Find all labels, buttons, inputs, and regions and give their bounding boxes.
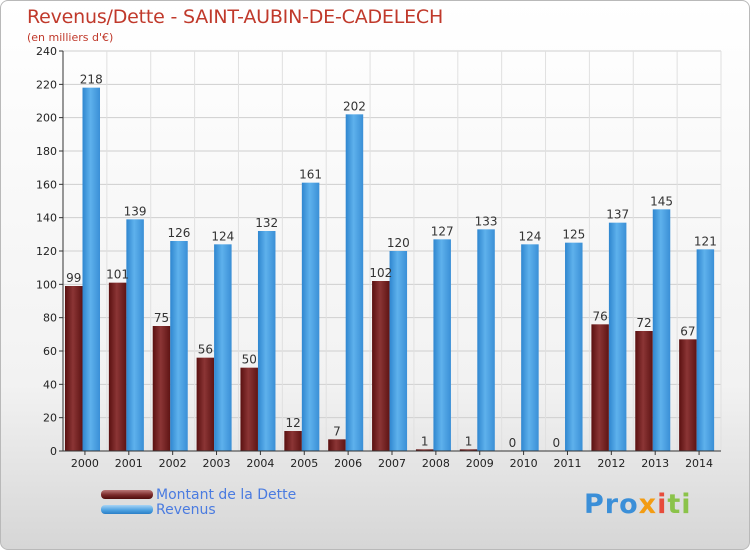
value-label-revenus: 124 [211,229,234,243]
bar-revenus [565,242,583,451]
value-label-revenus: 137 [606,208,629,222]
x-tick-label: 2012 [597,457,625,470]
y-tick-label: 40 [43,378,57,391]
chart-subtitle: (en milliers d'€) [27,31,114,44]
x-tick-label: 2011 [553,457,581,470]
legend-swatch-revenus [101,505,153,514]
bar-revenus [652,209,671,451]
bar-revenus [345,114,364,451]
value-label-dette: 76 [593,309,608,323]
value-label-revenus: 202 [343,99,366,113]
value-label-dette: 12 [285,416,300,430]
x-tick-label: 2006 [334,457,362,470]
bar-revenus [521,244,539,451]
y-tick-label: 200 [36,112,57,125]
value-label-revenus: 126 [168,226,191,240]
value-label-dette: 1 [421,434,429,448]
y-tick-label: 80 [43,312,57,325]
value-label-dette: 72 [636,316,651,330]
bar-dette [679,339,697,451]
value-label-revenus: 139 [124,204,147,218]
value-label-revenus: 161 [299,168,322,182]
value-label-revenus: 127 [431,224,454,238]
y-tick-label: 0 [50,445,57,458]
x-tick-label: 2002 [159,457,187,470]
value-label-revenus: 124 [518,229,541,243]
bar-revenus [389,251,408,451]
x-tick-label: 2004 [246,457,274,470]
value-label-revenus: 132 [255,216,278,230]
x-tick-label: 2010 [510,457,538,470]
y-tick-label: 60 [43,345,57,358]
y-tick-label: 120 [36,245,57,258]
value-label-dette: 50 [242,353,257,367]
value-label-dette: 75 [154,311,169,325]
x-tick-label: 2005 [290,457,318,470]
y-tick-label: 180 [36,145,57,158]
bar-revenus [170,241,188,451]
y-tick-label: 220 [36,78,57,91]
bar-dette [635,331,653,451]
bar-dette [196,357,215,451]
bar-dette [152,326,171,451]
x-tick-label: 2007 [378,457,406,470]
value-label-revenus: 218 [80,73,103,87]
x-tick-label: 2014 [685,457,713,470]
x-tick-label: 2013 [641,457,669,470]
value-label-dette: 0 [552,436,560,450]
y-tick-label: 240 [36,45,57,58]
value-label-revenus: 133 [475,214,498,228]
bar-revenus [257,231,276,451]
page-title: Revenus/Dette - SAINT-AUBIN-DE-CADELECH [27,6,444,28]
x-tick-label: 2008 [422,457,450,470]
bar-dette [65,286,83,451]
value-label-dette: 99 [66,271,81,285]
legend-swatch-dette [101,490,153,499]
value-label-dette: 101 [106,268,129,282]
value-label-revenus: 120 [387,236,410,250]
bar-dette [459,449,478,451]
bar-dette [108,282,127,451]
proxiti-logo: Proxiti [584,489,692,520]
y-tick-label: 20 [43,412,57,425]
bar-revenus [214,244,232,451]
value-label-dette: 102 [369,266,392,280]
x-tick-label: 2001 [115,457,143,470]
bar-dette [372,281,390,451]
bar-dette [415,449,434,451]
value-label-dette: 0 [509,436,517,450]
bar-revenus [477,229,495,451]
value-label-dette: 67 [680,324,695,338]
value-label-dette: 7 [333,424,341,438]
bar-revenus [82,87,100,452]
x-tick-label: 2000 [71,457,99,470]
bar-revenus [433,239,451,451]
bar-dette [591,324,609,451]
bar-revenus [301,182,320,451]
bar-dette [240,367,258,451]
value-label-revenus: 121 [694,234,717,248]
y-tick-label: 100 [36,278,57,291]
value-label-revenus: 145 [650,194,673,208]
bar-revenus [608,222,627,451]
y-tick-label: 140 [36,212,57,225]
value-label-dette: 56 [198,343,213,357]
bar-dette [284,431,302,451]
x-tick-label: 2009 [466,457,494,470]
x-tick-label: 2003 [203,457,231,470]
y-tick-label: 160 [36,178,57,191]
bar-revenus [126,219,144,451]
bar-revenus [696,249,715,451]
value-label-revenus: 125 [562,228,585,242]
value-label-dette: 1 [465,434,473,448]
legend-label-revenus: Revenus [156,502,216,518]
bar-dette [328,439,346,451]
legend-label-dette: Montant de la Dette [156,487,297,503]
